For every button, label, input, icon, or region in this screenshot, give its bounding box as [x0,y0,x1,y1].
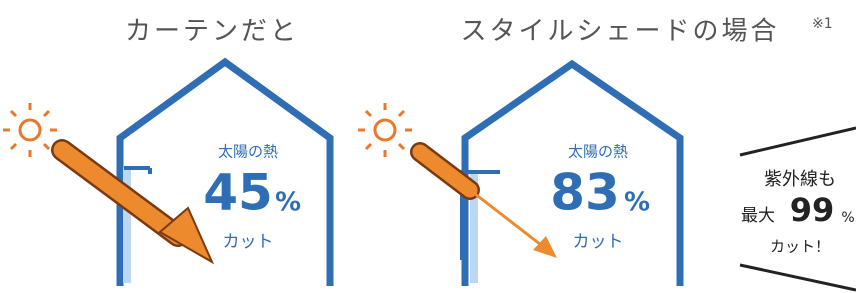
value: 83 [550,164,620,222]
sun-ray-weak [470,190,545,248]
label: 太陽の熱 [218,143,278,161]
sun [358,103,412,157]
infographic: カーテンだと 太陽の熱 45 % カット スタイルシェードの場合 ※1 太陽の熱… [0,0,856,293]
unit: % [624,188,650,218]
badge-prefix: 最大 [741,206,775,226]
caption: カット [223,232,274,252]
footnote-mark: ※1 [812,16,833,32]
sun [3,103,57,157]
badge-unit: % [841,210,854,226]
unit: % [275,188,301,218]
badge-value: 99 [790,191,835,229]
badge-caption: カット！ [770,238,830,256]
value: 45 [203,164,273,222]
caption: カット [573,232,624,252]
panel-title: カーテンだと [125,17,299,47]
arrow-head [533,236,557,258]
panel-title: スタイルシェードの場合 [460,17,779,47]
badge-text: 紫外線も [764,169,836,190]
label: 太陽の熱 [568,143,628,161]
